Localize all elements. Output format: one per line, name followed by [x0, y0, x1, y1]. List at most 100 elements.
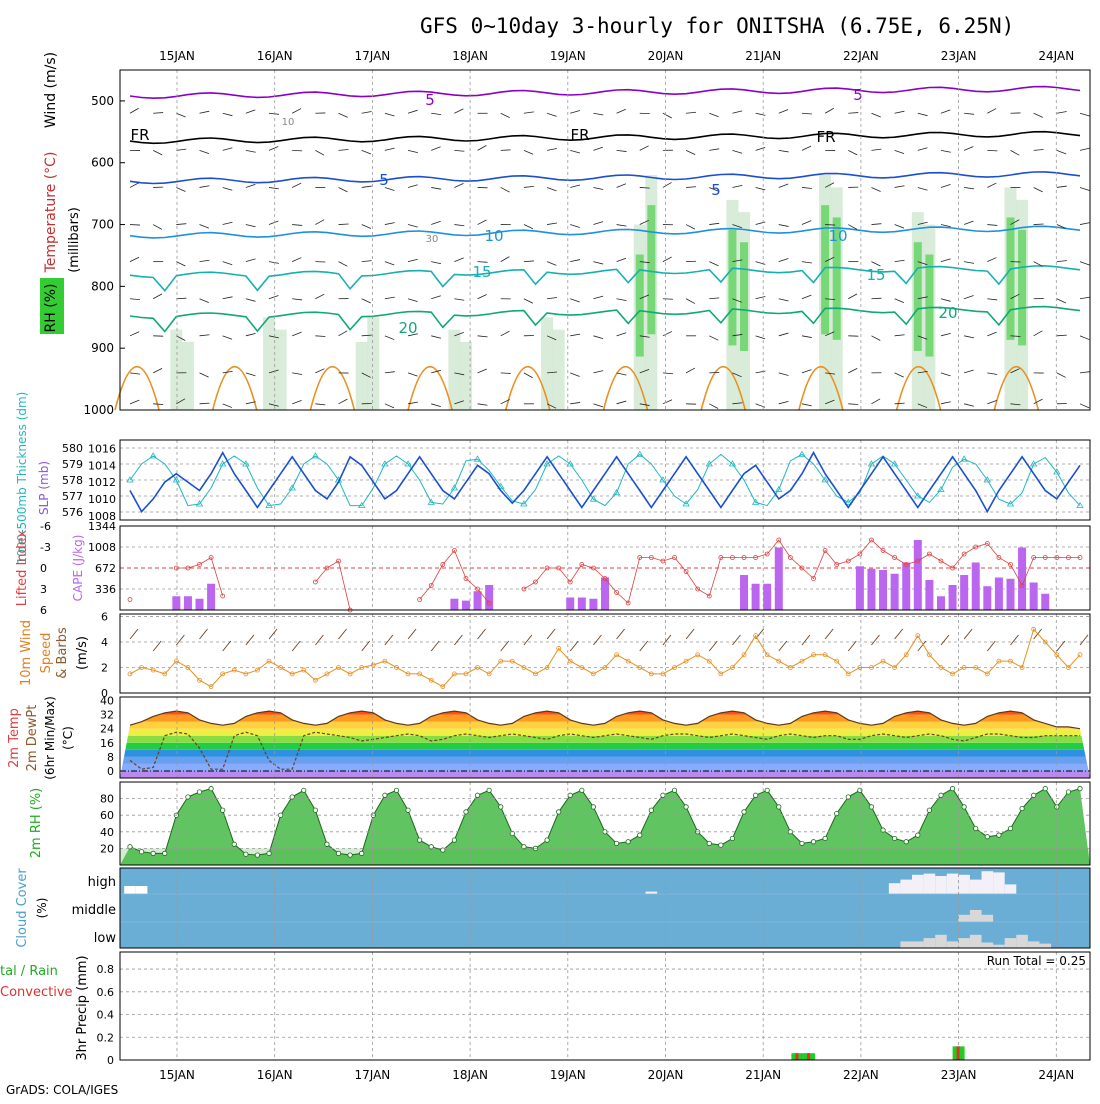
wind-barb: [1080, 372, 1090, 373]
date-label-bottom: 22JAN: [843, 1068, 879, 1082]
wind-barb: [223, 113, 233, 115]
wind10m-barb: [408, 629, 416, 639]
rh-marker: [556, 810, 560, 814]
rh-tick-label: 80: [100, 793, 114, 806]
rh-marker: [974, 826, 978, 830]
temp-tick-label: 8: [107, 751, 114, 764]
wind-barb: [223, 262, 233, 265]
wind-barb: [1057, 186, 1067, 187]
wind-barb: [756, 113, 766, 115]
wind-barb: [408, 299, 418, 302]
rh-marker: [1020, 806, 1024, 810]
wind-barb: [1057, 299, 1066, 303]
rh-marker: [383, 793, 387, 797]
wind-barb: [871, 224, 881, 225]
wind-barb: [524, 186, 534, 187]
wind-barb: [941, 402, 951, 404]
wind-barb: [617, 373, 627, 375]
rh-marker: [927, 808, 931, 812]
wind-barb: [987, 299, 997, 300]
isotherm-m10: [130, 87, 1080, 99]
cape-bar: [474, 591, 482, 610]
wind-barb: [246, 225, 256, 227]
rh-marker: [950, 786, 954, 790]
date-label-top: 23JAN: [941, 49, 977, 63]
wind10m-line: [130, 629, 1080, 686]
rh-marker: [232, 842, 236, 846]
date-label-top: 16JAN: [257, 49, 293, 63]
rh-marker: [661, 793, 665, 797]
wind-barb: [431, 262, 441, 264]
rh-marker: [1055, 805, 1059, 809]
rh-shade-light: [367, 317, 379, 410]
wind-barb: [964, 262, 974, 264]
wind-barb: [339, 262, 348, 267]
rh-marker: [707, 841, 711, 845]
wind10m-barb: [686, 629, 694, 639]
wind10m-tick-label: 6: [101, 611, 108, 624]
wind10m-marker: [1078, 653, 1082, 657]
wind-barb: [431, 187, 441, 189]
wind-barb: [478, 295, 487, 299]
wind-barb: [130, 108, 139, 113]
cloud-level-label: low: [94, 931, 117, 946]
precip-bar-convective: [807, 1053, 810, 1060]
cape-bar: [775, 548, 783, 611]
wind-barb: [547, 298, 557, 299]
rh-marker: [684, 805, 688, 809]
contour-label: FR: [816, 128, 835, 146]
wind10m-barb: [176, 635, 184, 645]
wind-barb: [431, 147, 440, 151]
wind-barb: [269, 187, 279, 188]
wind-barb: [941, 184, 951, 187]
wind-barb: [478, 369, 487, 373]
wind10m-axis-label-a: 10m Wind: [19, 620, 34, 686]
slp-tick-label: 1016: [88, 442, 116, 455]
rh-marker: [765, 788, 769, 792]
wind-barb: [663, 257, 672, 262]
wind-barb: [339, 187, 348, 191]
wind-barb: [871, 149, 881, 150]
temp-band: [120, 736, 1090, 743]
date-label-top: 24JAN: [1038, 49, 1074, 63]
wind-barb: [315, 369, 324, 373]
wind10m-barb: [292, 641, 300, 651]
wind-barb: [779, 225, 789, 227]
contour-label: 15: [472, 263, 491, 281]
cape-bar: [960, 575, 968, 610]
temp-tick-label: 32: [100, 709, 114, 722]
wind10m-barb: [524, 635, 532, 645]
wind-barb: [454, 183, 463, 187]
rh-marker: [753, 793, 757, 797]
wind-barb: [269, 295, 278, 298]
wind-barb: [964, 295, 973, 298]
wind-barb: [964, 187, 974, 188]
wind-barb: [570, 111, 580, 114]
wind-barb: [454, 258, 463, 262]
cape-bar: [752, 584, 760, 610]
wind-barb: [918, 187, 928, 190]
wind-barb: [153, 150, 162, 155]
rh-marker: [1078, 786, 1082, 790]
wind-barb: [362, 112, 372, 114]
wind-barb: [663, 182, 672, 187]
wind-barb: [570, 260, 580, 262]
date-label-bottom: 18JAN: [452, 1068, 488, 1082]
wind-barb: [825, 225, 835, 226]
contour-label: 20: [938, 304, 957, 322]
cape-axis-label: CAPE (J/kg): [71, 535, 85, 602]
wind-barb: [315, 336, 325, 337]
cloud-block-high_top: [912, 875, 924, 894]
wind-barb: [802, 370, 811, 373]
temp-band: [120, 771, 1090, 778]
wind-barb: [292, 183, 301, 187]
wind-barb: [802, 295, 811, 299]
date-label-bottom: 17JAN: [355, 1068, 391, 1082]
wind-barb: [570, 373, 579, 377]
rh-marker: [197, 790, 201, 794]
wind-barb: [570, 402, 580, 403]
cloud-block-high_top: [900, 880, 912, 894]
cape-bar: [995, 578, 1003, 611]
wind-barb: [362, 186, 372, 187]
wind10m-barb: [617, 629, 625, 639]
